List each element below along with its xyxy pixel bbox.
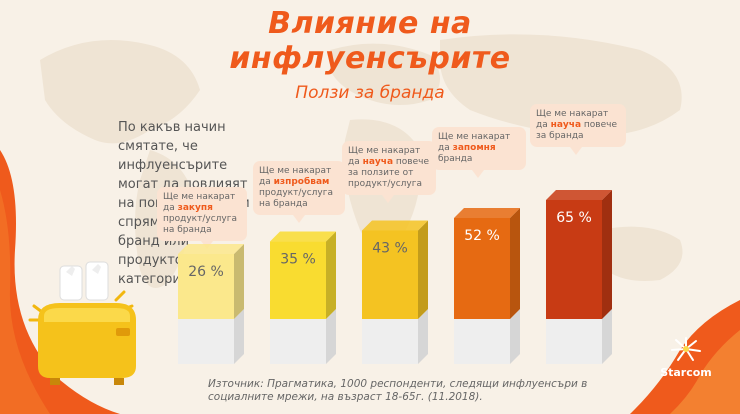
bar-base-side [602, 309, 612, 364]
bar-2-top [270, 231, 336, 242]
starburst-icon [671, 337, 701, 361]
bar-3-top [362, 220, 428, 231]
bar-3 [362, 230, 418, 319]
bar-3-side [418, 220, 428, 319]
bar-5 [546, 200, 602, 319]
bar-base-side [326, 309, 336, 364]
bar-1 [178, 254, 234, 319]
bar-base-front [546, 319, 602, 364]
page-title: Влияние на инфлуенсърите [229, 6, 511, 76]
bubble-3: Ще ме накарат да науча повече за ползите… [342, 141, 436, 203]
starcom-logo: Starcom [656, 336, 716, 379]
bar-base-side [418, 309, 428, 364]
bar-base-front [178, 319, 234, 364]
bubble-5: Ще ме накарат да науча повече за бранда [530, 104, 626, 155]
bar-1-side [234, 244, 244, 319]
bubble-4: Ще ме накарат да запомня бранда [432, 127, 526, 178]
bar-2 [270, 241, 326, 319]
bubble-2: Ще ме накарат да изпробвам продукт/услуг… [253, 161, 345, 223]
bar-5-side [602, 190, 612, 319]
toaster-illustration [28, 261, 136, 385]
bar-base-side [510, 309, 520, 364]
value-label-3: 43 % [372, 240, 408, 256]
like-thumbs-icon [59, 261, 109, 301]
source-note: Източник: Прагматика, 1000 респонденти, … [208, 378, 588, 403]
page-subtitle: Ползи за бранда [295, 83, 445, 103]
bar-5-top [546, 190, 612, 200]
bar-4 [454, 218, 510, 319]
value-label-2: 35 % [280, 252, 316, 268]
value-label-5: 65 % [556, 210, 592, 226]
bar-4-top [454, 208, 520, 218]
value-label-4: 52 % [464, 228, 500, 244]
bar-base-front [362, 319, 418, 364]
bar-base-front [270, 319, 326, 364]
bar-base-side [234, 309, 244, 364]
bar-base-front [454, 319, 510, 364]
bar-2-side [326, 231, 336, 319]
logo-text: Starcom [660, 366, 712, 379]
value-label-1: 26 % [188, 264, 224, 280]
bar-1-top [178, 244, 244, 254]
bar-4-side [510, 208, 520, 319]
